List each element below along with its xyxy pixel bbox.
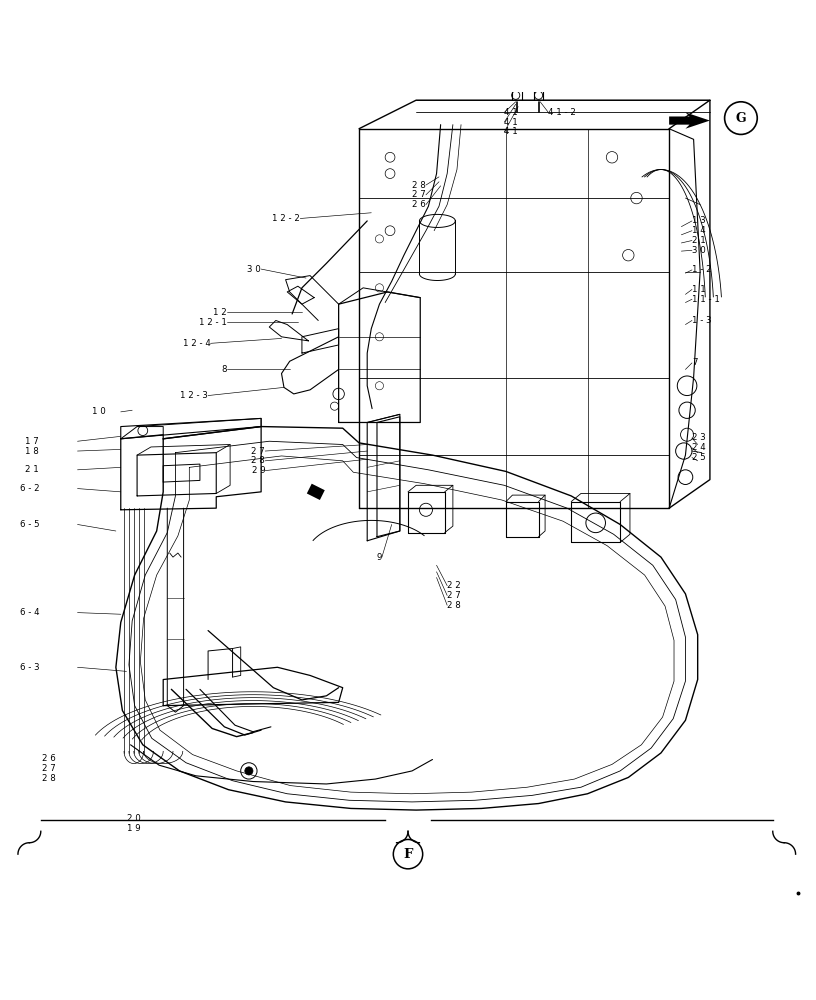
Circle shape <box>245 767 253 775</box>
Text: 6 - 4: 6 - 4 <box>20 608 39 617</box>
Text: 4 1: 4 1 <box>504 127 518 136</box>
Text: 2 6: 2 6 <box>42 754 55 763</box>
Text: 6 - 3: 6 - 3 <box>20 663 39 672</box>
Text: 2 2: 2 2 <box>447 581 461 590</box>
Text: 1 2: 1 2 <box>213 308 227 317</box>
Text: 2 6: 2 6 <box>412 200 426 209</box>
Text: 6 - 2: 6 - 2 <box>20 484 39 493</box>
Text: 2 8: 2 8 <box>251 456 265 465</box>
Text: 1 8: 1 8 <box>25 447 39 456</box>
Text: 1 4: 1 4 <box>692 226 706 235</box>
Text: 2 9: 2 9 <box>251 466 265 475</box>
Text: 1 - 3: 1 - 3 <box>692 316 712 325</box>
Text: 1 1 - 1: 1 1 - 1 <box>692 295 720 304</box>
Text: 1 2 - 3: 1 2 - 3 <box>180 391 208 400</box>
Text: 2 4: 2 4 <box>692 443 706 452</box>
Text: 1 2 - 1: 1 2 - 1 <box>199 318 227 327</box>
Text: 1 7: 1 7 <box>25 437 39 446</box>
Text: 8: 8 <box>221 365 227 374</box>
Text: 2 7: 2 7 <box>251 447 265 456</box>
Text: 3 0: 3 0 <box>247 265 261 274</box>
Text: 1 0: 1 0 <box>92 407 106 416</box>
Text: 2 7: 2 7 <box>412 190 426 199</box>
Text: 2 7: 2 7 <box>447 591 461 600</box>
Polygon shape <box>669 112 710 129</box>
Text: 1 - 2: 1 - 2 <box>692 265 712 274</box>
Text: 1 2 - 2: 1 2 - 2 <box>273 214 300 223</box>
Text: F: F <box>403 848 413 861</box>
Polygon shape <box>307 484 325 500</box>
Text: 2 1: 2 1 <box>25 465 39 474</box>
Text: 7: 7 <box>692 358 698 367</box>
Text: 1 2 - 4: 1 2 - 4 <box>183 339 211 348</box>
Text: 2 3: 2 3 <box>692 433 706 442</box>
Text: 3 0: 3 0 <box>692 246 706 255</box>
Text: 2 1: 2 1 <box>692 236 706 245</box>
Text: 1 3: 1 3 <box>692 216 706 225</box>
Text: 2 5: 2 5 <box>692 453 706 462</box>
Text: 2 7: 2 7 <box>42 764 55 773</box>
Text: 4 1: 4 1 <box>504 118 518 127</box>
Text: 2 8: 2 8 <box>42 774 55 783</box>
Text: 6 - 5: 6 - 5 <box>20 520 39 529</box>
Text: 2 8: 2 8 <box>447 601 461 610</box>
Text: 4 1: 4 1 <box>504 108 518 117</box>
Text: 9: 9 <box>376 553 382 562</box>
Text: G: G <box>735 112 747 125</box>
Text: 1 9: 1 9 <box>126 824 140 833</box>
Text: 4 1 - 2: 4 1 - 2 <box>548 108 576 117</box>
Text: 1 1: 1 1 <box>692 285 706 294</box>
Text: 2 0: 2 0 <box>126 814 140 823</box>
Text: 2 8: 2 8 <box>412 181 426 190</box>
